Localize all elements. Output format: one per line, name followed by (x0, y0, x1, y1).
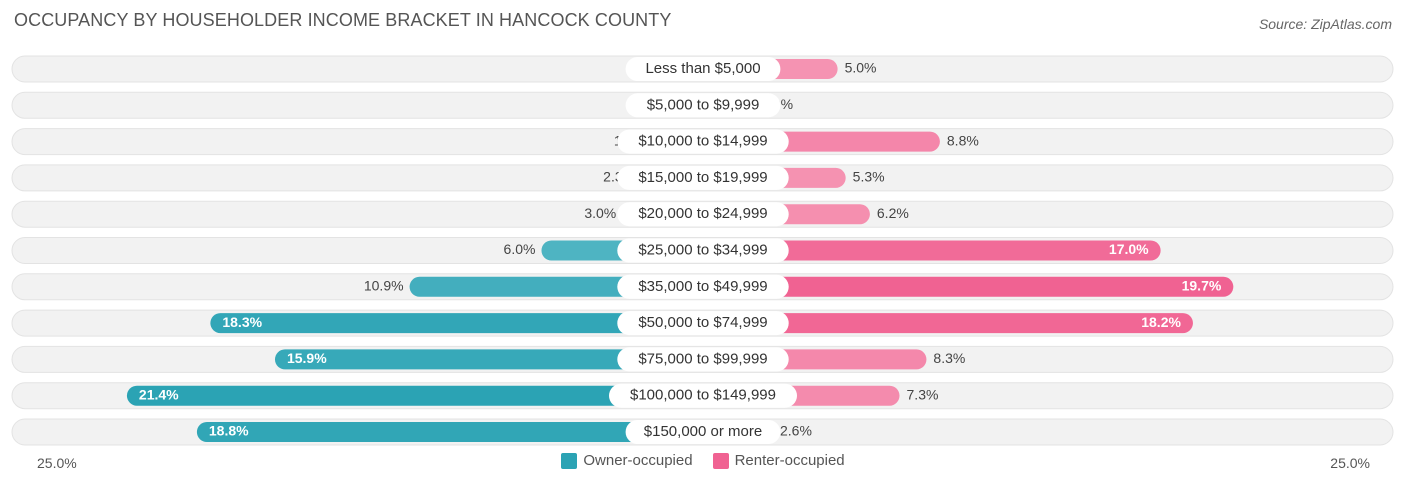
legend-renter-label: Renter-occupied (734, 452, 845, 469)
category-label: $100,000 to $149,999 (630, 387, 776, 404)
renter-value-label: 2.6% (780, 423, 812, 439)
owner-value-label: 3.0% (584, 205, 616, 221)
renter-bar (703, 313, 1193, 334)
category-label: $20,000 to $24,999 (638, 205, 767, 222)
legend-item-renter: Renter-occupied (712, 452, 845, 469)
renter-value-label: 18.2% (1141, 314, 1181, 330)
category-label-background (625, 57, 781, 81)
renter-value-label: 19.7% (1182, 278, 1222, 294)
renter-bar (703, 240, 1161, 261)
renter-value-label: 5.0% (845, 60, 877, 76)
category-label: $150,000 or more (644, 423, 762, 440)
category-label-background (617, 274, 789, 299)
category-label-background (609, 383, 797, 408)
category-label: $50,000 to $74,999 (638, 314, 767, 331)
owner-bar (126, 385, 704, 406)
renter-value-label: 6.2% (877, 205, 909, 221)
category-label-background (617, 165, 789, 190)
category-label: $25,000 to $34,999 (638, 241, 767, 258)
owner-value-label: 18.8% (209, 423, 249, 439)
renter-bar (703, 276, 1234, 297)
legend: Owner-occupied Renter-occupied (0, 452, 1406, 469)
category-label: $10,000 to $14,999 (638, 133, 767, 150)
source-credit: Source: ZipAtlas.com (1258, 16, 1392, 32)
category-label-background (617, 238, 789, 263)
renter-value-label: 8.8% (947, 132, 979, 148)
renter-value-label: 5.3% (853, 169, 885, 185)
category-label-background (617, 129, 789, 154)
owner-bar (196, 422, 704, 442)
owner-bar (274, 349, 703, 370)
renter-value-label: 17.0% (1109, 241, 1149, 257)
category-label-background (625, 93, 781, 118)
owner-value-label: 18.3% (222, 314, 262, 330)
owner-swatch-icon (561, 452, 578, 469)
owner-value-label: 15.9% (287, 350, 327, 366)
axis-right-max-label: 25.0% (1330, 455, 1370, 471)
owner-value-label: 6.0% (504, 241, 536, 257)
category-label: $75,000 to $99,999 (638, 350, 767, 367)
owner-bar (210, 313, 703, 334)
category-label: $5,000 to $9,999 (647, 96, 760, 113)
renter-value-label: 8.3% (933, 350, 965, 366)
axis-left-max-label: 25.0% (37, 455, 77, 471)
legend-owner-label: Owner-occupied (583, 452, 693, 469)
category-label-background (617, 347, 789, 372)
category-label-background (625, 420, 781, 444)
owner-value-label: 10.9% (364, 278, 404, 294)
renter-value-label: 7.3% (907, 386, 939, 402)
chart-title: OCCUPANCY BY HOUSEHOLDER INCOME BRACKET … (14, 10, 672, 30)
renter-swatch-icon (712, 452, 729, 469)
category-label-background (617, 311, 789, 336)
category-label: $35,000 to $49,999 (638, 278, 767, 295)
legend-item-owner: Owner-occupied (561, 452, 693, 469)
category-label-background (617, 202, 789, 227)
category-label: Less than $5,000 (645, 60, 760, 77)
category-label: $15,000 to $19,999 (638, 169, 767, 186)
owner-value-label: 21.4% (139, 386, 179, 402)
